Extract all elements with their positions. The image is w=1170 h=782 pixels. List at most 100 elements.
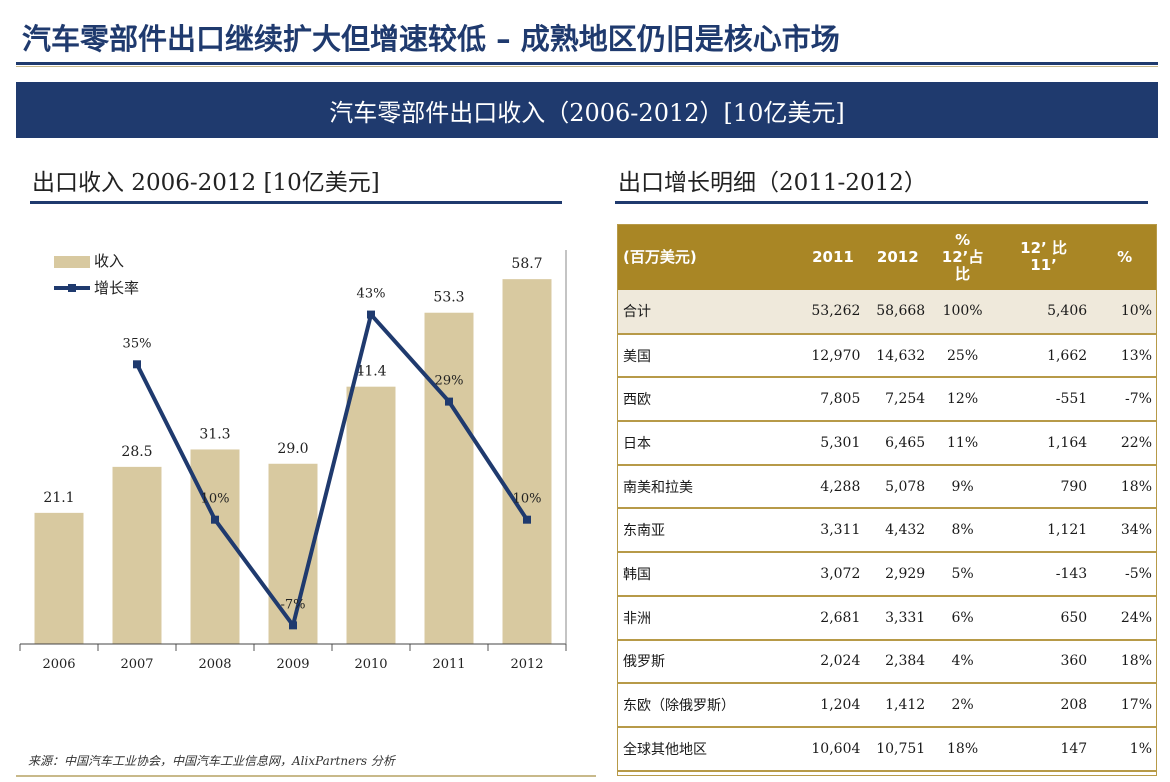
- growth-label-2012: 10%: [513, 492, 542, 507]
- table-row: 非洲 2,681 3,331 6% 650 24%: [617, 595, 1157, 641]
- table-cell: 4%: [930, 639, 995, 685]
- table-header-2: 2012: [865, 224, 931, 290]
- bar-label-2010: 41.4: [355, 364, 386, 380]
- x-tick-2008: 2008: [198, 657, 231, 672]
- legend-label-line: 增长率: [94, 279, 139, 297]
- legend-swatch-marker: [68, 284, 76, 292]
- table-cell: 2,929: [865, 552, 931, 597]
- table-cell: -143: [994, 552, 1093, 597]
- table-cell: 208: [994, 683, 1093, 728]
- table-row: 东南亚 3,311 4,432 8% 1,121 34%: [617, 508, 1157, 554]
- table-cell: 俄罗斯: [617, 639, 801, 685]
- table-cell: 24%: [1092, 595, 1157, 641]
- table-cell: 6%: [930, 595, 995, 641]
- table-row: 俄罗斯 2,024 2,384 4% 360 18%: [617, 639, 1157, 685]
- bottom-rule: [16, 775, 596, 777]
- table-cell: 美国: [617, 333, 801, 379]
- table-cell: 100%: [930, 290, 995, 335]
- table-cell: 14,632: [865, 333, 931, 379]
- table-cell: 8%: [930, 508, 995, 554]
- table-header-3: % 12’占 比: [930, 224, 995, 290]
- table-cell: -7%: [1092, 377, 1157, 423]
- bar-label-2008: 31.3: [199, 426, 230, 442]
- bar-2011: [424, 312, 474, 644]
- table-cell: 3,311: [800, 508, 866, 554]
- growth-point-2007: [133, 360, 141, 369]
- table-cell: 4,432: [865, 508, 931, 554]
- table-cell: 5%: [930, 552, 995, 597]
- table-row: 全球其他地区 10,604 10,751 18% 147 1%: [617, 726, 1157, 772]
- table-cell: 53,262: [800, 290, 866, 335]
- table-cell: 5,406: [994, 290, 1093, 335]
- bar-2006: [34, 512, 84, 644]
- growth-point-2009: [289, 621, 297, 630]
- table-cell: 11%: [930, 421, 995, 466]
- table-cell: 2,024: [800, 639, 866, 685]
- growth-label-2009: -7%: [280, 597, 305, 612]
- table-cell: 13%: [1092, 333, 1157, 379]
- slide-title: 汽车零部件出口继续扩大但增速较低 – 成熟地区仍旧是核心市场: [22, 22, 840, 56]
- table-row: 东欧（除俄罗斯） 1,204 1,412 2% 208 17%: [617, 683, 1157, 728]
- table-cell: 韩国: [617, 552, 801, 597]
- chart-banner: 汽车零部件出口收入（2006-2012）[10亿美元]: [16, 82, 1158, 138]
- table-cell: 东欧（除俄罗斯）: [617, 683, 801, 728]
- table-cell: 25%: [930, 333, 995, 379]
- table-cell: 日本: [617, 421, 801, 466]
- legend-swatch-bar: [54, 256, 90, 268]
- table-cell: 12%: [930, 377, 995, 423]
- table-cell: 7,805: [800, 377, 866, 423]
- x-tick-2007: 2007: [120, 657, 153, 672]
- table-cell: 17%: [1092, 683, 1157, 728]
- table-cell: 18%: [1092, 464, 1157, 510]
- table-header-row: (百万美元) 2011 2012% 12’占 比 12’ 比 11’%: [617, 224, 1157, 290]
- table-cell: 58,668: [865, 290, 931, 335]
- table-row: 韩国 3,072 2,929 5% -143 -5%: [617, 552, 1157, 597]
- table-row: 日本 5,301 6,465 11% 1,164 22%: [617, 421, 1157, 466]
- legend-label-bar: 收入: [94, 252, 124, 270]
- table-cell: -551: [994, 377, 1093, 423]
- bar-label-2011: 53.3: [433, 290, 464, 306]
- table-row: 南美和拉美 4,288 5,078 9% 790 18%: [617, 464, 1157, 510]
- growth-point-2012: [523, 515, 531, 524]
- bar-label-2006: 21.1: [43, 490, 74, 506]
- source-note: 来源：中国汽车工业协会，中国汽车工业信息网，AlixPartners 分析: [28, 754, 395, 768]
- table-cell: 全球其他地区: [617, 726, 801, 772]
- bar-label-2007: 28.5: [121, 444, 152, 460]
- growth-line: [135, 312, 529, 628]
- table-cell: 147: [994, 726, 1093, 772]
- growth-point-2011: [445, 397, 453, 406]
- bar-2010: [346, 386, 396, 644]
- table-cell: 12,970: [800, 333, 866, 379]
- table-cell: 6,465: [865, 421, 931, 466]
- table-header-0: (百万美元): [617, 224, 801, 290]
- growth-label-2011: 29%: [435, 374, 464, 389]
- table-cell: 790: [994, 464, 1093, 510]
- bar-2007: [112, 466, 162, 644]
- title-underline-accent: [16, 66, 1158, 67]
- x-tick-2006: 2006: [42, 657, 75, 672]
- table-cell: 西欧: [617, 377, 801, 423]
- table-row: 美国 12,970 14,632 25% 1,662 13%: [617, 333, 1157, 379]
- table-cell: 18%: [930, 726, 995, 772]
- table-row: 合计 53,262 58,668 100% 5,406 10%: [617, 290, 1157, 335]
- growth-label-2007: 35%: [123, 336, 152, 351]
- growth-point-2008: [211, 515, 219, 524]
- growth-label-2008: 10%: [201, 492, 230, 507]
- table-cell: 10,751: [865, 726, 931, 772]
- table-cell: 4,288: [800, 464, 866, 510]
- bar-2012: [502, 279, 552, 644]
- title-underline: [16, 62, 1158, 65]
- export-revenue-chart: 21.1 2006 28.5 2007 31.3 2008 29.0 2009 41.4 2010…: [19, 250, 567, 672]
- table-cell: 非洲: [617, 595, 801, 641]
- growth-detail-table: (百万美元) 2011 2012% 12’占 比 12’ 比 11’% 合计 53,26…: [617, 224, 1157, 772]
- table-cell: 10,604: [800, 726, 866, 772]
- table-header-1: 2011: [800, 224, 866, 290]
- x-tick-2011: 2011: [432, 657, 465, 672]
- bar-label-2009: 29.0: [277, 441, 308, 457]
- growth-label-2010: 43%: [357, 287, 386, 302]
- table-cell: 1,662: [994, 333, 1093, 379]
- table-cell: 10%: [1092, 290, 1157, 335]
- table-header-4: 12’ 比 11’: [994, 224, 1093, 290]
- table-cell: 9%: [930, 464, 995, 510]
- bar-2008: [190, 449, 240, 644]
